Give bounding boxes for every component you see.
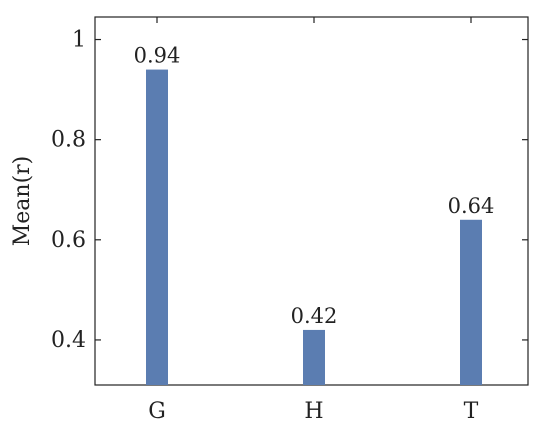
bar-G: [146, 69, 168, 386]
bar-T: [460, 219, 482, 385]
bar-series: [146, 69, 482, 386]
bar-value-label: 0.94: [134, 44, 181, 68]
y-tick-label: 0.8: [51, 128, 86, 153]
y-tick-label: 0.4: [51, 328, 86, 353]
bar-value-label: 0.42: [291, 304, 338, 328]
y-axis: 0.4 0.6 0.8 1: [51, 28, 528, 353]
data-labels: 0.94 0.42 0.64: [134, 44, 495, 328]
y-tick-label: 1: [72, 28, 86, 53]
y-axis-title: Mean(r): [10, 156, 35, 247]
x-tick-label: H: [304, 399, 323, 424]
y-tick-label: 0.6: [51, 228, 86, 253]
x-tick-label: T: [464, 399, 479, 424]
x-tick-label: G: [148, 399, 166, 424]
bar-H: [303, 329, 325, 385]
bar-value-label: 0.64: [448, 194, 495, 218]
